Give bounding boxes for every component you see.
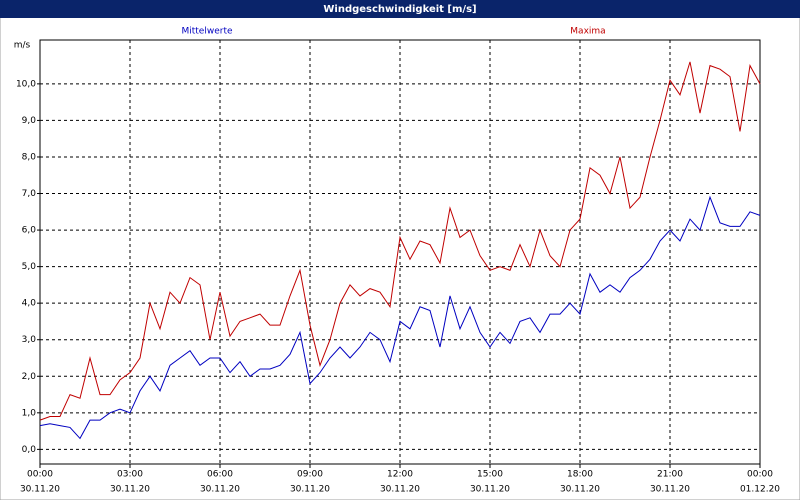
title-bar [0,0,800,18]
x-tick-date: 30.11.20 [560,485,600,495]
x-tick-date: 01.12.20 [740,485,780,495]
x-tick-label: 09:00 [297,470,323,480]
y-tick-label: 9,0 [22,116,37,126]
y-unit: m/s [14,41,31,51]
y-tick-label: 8,0 [22,152,37,162]
y-tick-label: 4,0 [22,299,37,309]
x-tick-date: 30.11.20 [290,485,330,495]
y-tick-label: 3,0 [22,335,37,345]
x-tick-label: 00:00 [27,470,53,480]
x-tick-date: 30.11.20 [20,485,60,495]
x-tick-label: 03:00 [117,470,143,480]
x-tick-date: 30.11.20 [200,485,240,495]
data-line [39,195,761,440]
x-tick-date: 30.11.20 [470,485,510,495]
x-tick-date: 30.11.20 [650,485,690,495]
y-tick-label: 1,0 [22,408,37,418]
x-tick-label: 06:00 [207,470,233,480]
x-tick-label: 21:00 [657,470,683,480]
chart-title: Windgeschwindigkeit [m/s] [323,4,476,15]
x-tick-date: 30.11.20 [110,485,150,495]
y-tick-label: 10,0 [16,79,36,89]
legend-entry: Mittelwerte [181,27,232,37]
x-tick-label: 12:00 [387,470,413,480]
y-tick-label: 2,0 [22,372,37,382]
y-tick-label: 6,0 [22,226,37,236]
data-line [39,61,761,421]
x-tick-label: 00:00 [747,470,773,480]
x-tick-label: 15:00 [477,470,503,480]
y-tick-label: 7,0 [22,189,37,199]
y-tick-label: 5,0 [22,262,37,272]
legend-entry: Maxima [570,27,605,37]
x-tick-date: 30.11.20 [380,485,420,495]
y-tick-label: 0,0 [22,445,37,455]
x-tick-label: 18:00 [567,470,593,480]
